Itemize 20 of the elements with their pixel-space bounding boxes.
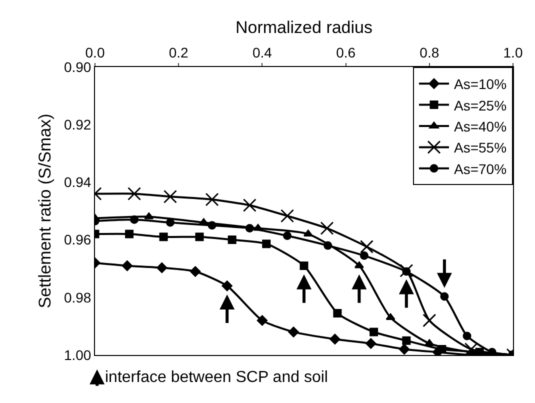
legend-label: As=10% xyxy=(454,76,507,92)
legend-label: As=40% xyxy=(454,118,507,134)
y-tick-label: 0.96 xyxy=(64,232,92,248)
y-axis-title: Settlement ratio (S/Smax) xyxy=(36,114,54,308)
x-tick-label: 0.4 xyxy=(252,44,272,60)
y-tick-label: 1.00 xyxy=(64,346,92,363)
y-tick-label: 0.94 xyxy=(64,174,92,190)
x-tick-label: 0.0 xyxy=(85,44,105,60)
y-tick-label: 0.98 xyxy=(64,289,92,306)
legend-label: As=55% xyxy=(454,140,507,156)
x-tick-label: 0.2 xyxy=(168,44,189,60)
x-axis-title: Normalized radius xyxy=(236,18,372,37)
x-tick-label: 0.8 xyxy=(420,44,440,60)
legend-label: As=70% xyxy=(454,160,507,177)
y-tick-label: 0.92 xyxy=(64,116,92,132)
legend-label: As=25% xyxy=(454,97,507,114)
x-tick-label: 0.6 xyxy=(336,44,356,60)
y-tick-label: 0.90 xyxy=(64,58,92,75)
x-tick-label: 1.0 xyxy=(503,44,523,60)
text: interface between SCP and soil xyxy=(105,369,328,386)
